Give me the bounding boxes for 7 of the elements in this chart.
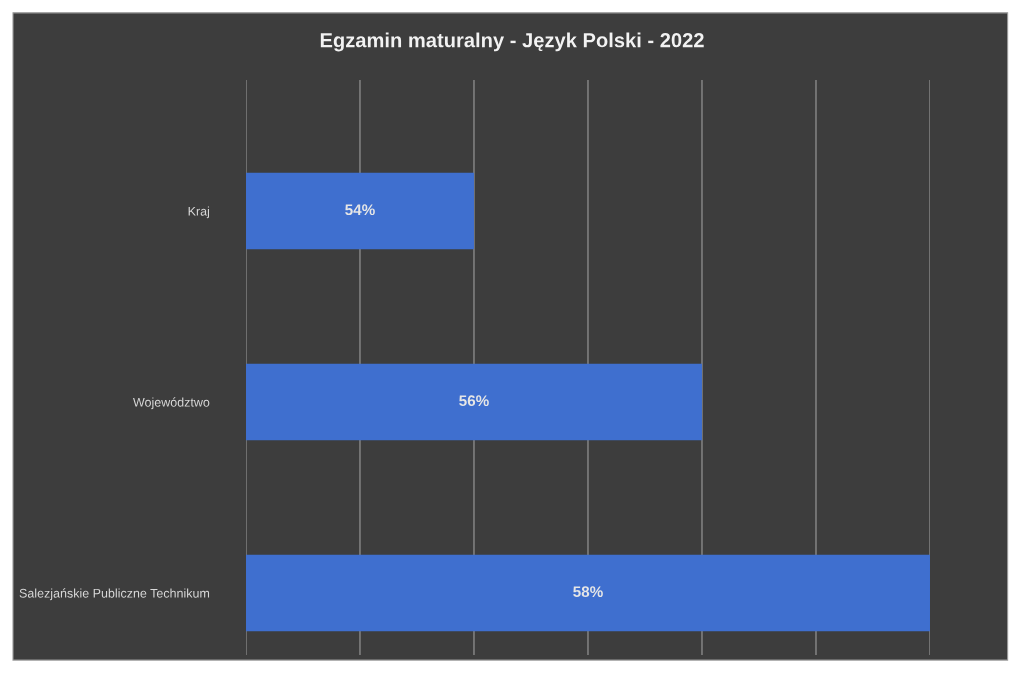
data-label: 54% — [345, 204, 375, 216]
data-label: 56% — [459, 395, 489, 407]
y-tick-label: Salezjańskie Publiczne Technikum — [19, 588, 210, 601]
y-tick-label: Kraj — [188, 206, 210, 219]
data-label: 58% — [573, 586, 603, 598]
y-tick-label: Województwo — [133, 397, 210, 410]
chart-title: Egzamin maturalny - Język Polski - 2022 — [320, 32, 704, 52]
